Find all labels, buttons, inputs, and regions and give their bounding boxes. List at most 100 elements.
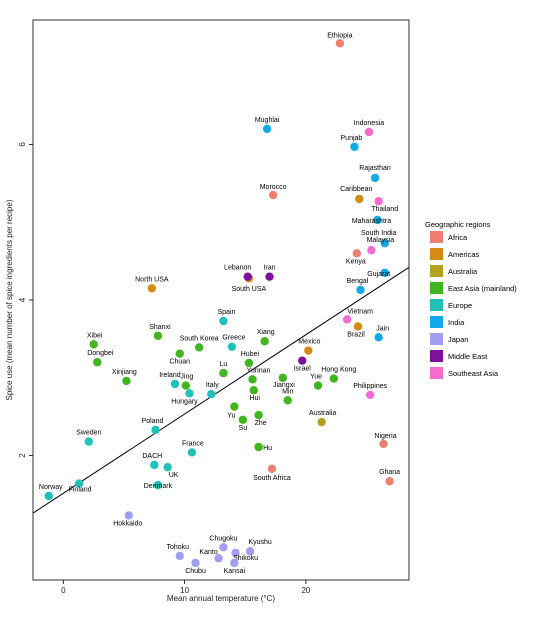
data-point-label: South USA: [232, 286, 267, 293]
data-point: [230, 558, 239, 568]
x-axis-title: Mean annual temperature (°C): [167, 594, 275, 603]
legend-swatch: [430, 350, 443, 362]
data-point-label: Jain: [376, 325, 389, 332]
data-point: [124, 511, 134, 520]
data-point-label: Ethiopia: [327, 32, 352, 39]
data-point: [265, 272, 274, 281]
legend-entry-label: Southeast Asia: [448, 369, 499, 378]
y-axis-title: Spice use (mean number of spice ingredie…: [5, 199, 14, 400]
data-point-label: Zhe: [255, 420, 267, 427]
data-point-label: Hong Kong: [321, 367, 356, 374]
data-point: [245, 547, 255, 556]
data-point: [219, 316, 228, 326]
data-point: [373, 215, 382, 225]
data-point-label: Su: [239, 425, 248, 432]
data-point-label: UK: [169, 472, 179, 479]
legend-entry-label: Americas: [448, 250, 480, 259]
data-point: [194, 343, 204, 352]
data-point-label: Gujarat: [367, 271, 390, 278]
x-tick-label: 0: [61, 586, 66, 595]
trend-line: [32, 266, 410, 514]
data-point: [379, 439, 388, 449]
data-point: [342, 315, 352, 324]
y-tick-label: 2: [18, 453, 27, 458]
legend-entry-label: East Asia (mainland): [448, 284, 517, 293]
data-point: [244, 358, 254, 368]
legend-entry-label: Middle East: [448, 352, 488, 361]
legend-swatch: [430, 333, 443, 345]
data-point-label: Caribbean: [340, 186, 372, 193]
x-tick-label: 20: [301, 586, 310, 595]
data-point-label: Shikoku: [233, 555, 258, 562]
data-point-label: Vietnam: [347, 308, 373, 315]
legend-swatch: [430, 265, 443, 277]
data-point: [150, 460, 159, 470]
data-point: [283, 396, 292, 405]
data-point-label: Israel: [294, 366, 312, 373]
data-point-label: Bengal: [347, 278, 369, 285]
data-point: [181, 381, 191, 390]
data-point: [254, 410, 263, 420]
data-point-label: Hungary: [171, 398, 198, 405]
data-point-label: Denmark: [144, 483, 173, 490]
data-point: [260, 337, 269, 346]
data-point: [365, 390, 375, 400]
y-tick-label: 4: [18, 297, 27, 302]
data-point-label: Malaysia: [367, 237, 395, 244]
data-point: [187, 448, 197, 457]
data-point-label: Sweden: [76, 430, 101, 437]
data-point-label: Hu: [263, 445, 272, 452]
data-point-label: Brazil: [347, 331, 365, 338]
data-point-label: Chugoku: [209, 535, 237, 542]
data-point-label: Italy: [206, 382, 219, 389]
data-point-label: Xibei: [87, 332, 103, 339]
data-point: [350, 142, 359, 151]
legend-entry-label: India: [448, 318, 465, 327]
data-point: [163, 463, 172, 472]
data-point: [298, 356, 307, 365]
data-point: [268, 190, 278, 200]
plot-area: [32, 19, 410, 581]
data-point: [374, 333, 383, 342]
data-point-label: Shanxi: [149, 324, 171, 331]
data-point: [353, 322, 363, 331]
data-point-label: Kanto: [199, 549, 217, 556]
legend-swatch: [430, 299, 443, 311]
data-points: Ethiopia Morocco Kenya Nigeria Ghana South Af…: [39, 32, 400, 575]
data-point: [317, 417, 326, 427]
data-point-label: DACH: [142, 453, 162, 460]
data-point: [267, 464, 277, 473]
data-point: [254, 442, 263, 452]
data-point-label: Greece: [222, 335, 245, 342]
data-point: [304, 346, 313, 355]
data-point: [153, 480, 163, 490]
data-point-label: Lebanon: [224, 265, 251, 272]
data-point: [191, 558, 200, 568]
data-point: [238, 415, 248, 424]
x-axis: 0 10 20: [61, 580, 311, 595]
data-point-label: Hokkaido: [113, 520, 142, 527]
data-point-label: France: [182, 440, 204, 447]
data-point-label: South Korea: [180, 335, 219, 342]
data-point-label: Jing: [180, 374, 193, 381]
data-point-label: North USA: [135, 276, 169, 283]
data-point-label: Poland: [142, 418, 164, 425]
data-point: [227, 342, 237, 351]
data-point: [89, 340, 98, 349]
data-point-label: Jiangxi: [273, 382, 295, 389]
data-point-label: Yu: [227, 413, 235, 420]
data-point: [278, 373, 288, 382]
y-tick-label: 6: [18, 142, 27, 147]
data-point: [214, 554, 223, 563]
data-point: [370, 173, 380, 183]
data-point-label: Tohoku: [166, 544, 189, 551]
data-point: [175, 551, 184, 561]
data-point: [248, 375, 257, 384]
data-point: [367, 246, 376, 255]
data-point: [230, 402, 239, 411]
data-point: [44, 491, 53, 501]
data-point: [219, 368, 228, 378]
data-point: [175, 349, 184, 358]
data-point-label: Norway: [39, 484, 63, 491]
data-point-label: Punjab: [341, 135, 363, 142]
